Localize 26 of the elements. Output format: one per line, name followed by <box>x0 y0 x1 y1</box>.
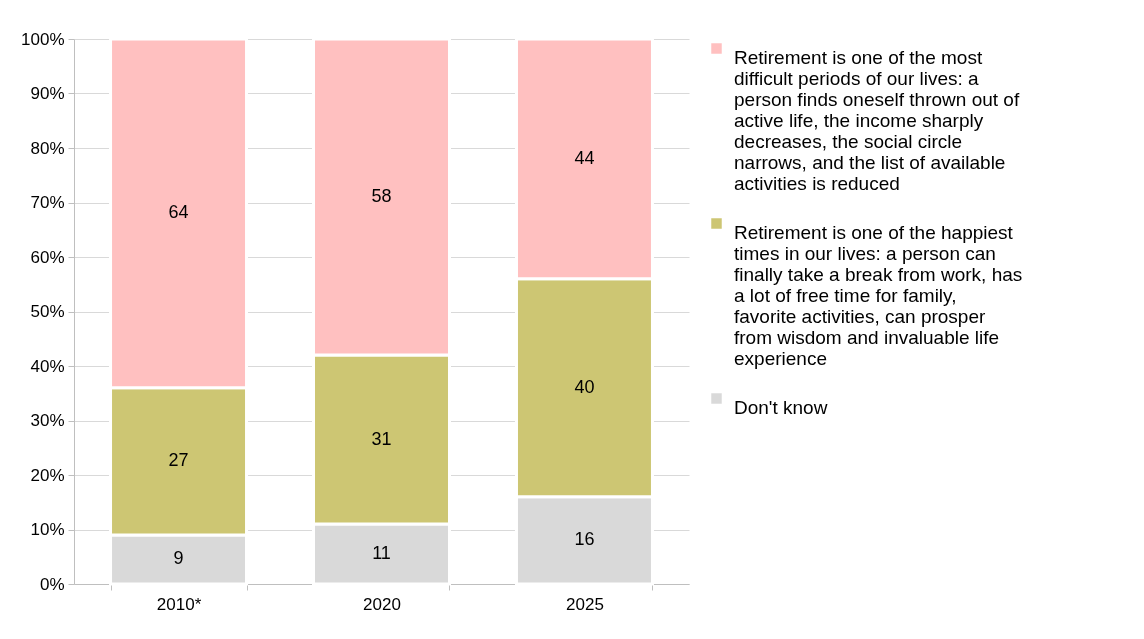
legend-label: Don't know <box>734 396 828 418</box>
y-tick-label: 10% <box>30 520 65 539</box>
y-tick-label: 50% <box>30 302 65 321</box>
y-tick-label: 40% <box>30 356 65 376</box>
data-label: 44 <box>574 147 595 168</box>
data-label: 27 <box>168 450 189 471</box>
y-tick-label: 80% <box>30 138 65 158</box>
data-label: 40 <box>574 376 595 397</box>
y-tick-label: 30% <box>30 411 65 430</box>
y-tick-label: 70% <box>30 193 65 212</box>
x-tick-label: 2010* <box>156 594 202 614</box>
y-tick-label: 20% <box>30 465 65 485</box>
data-label: 16 <box>574 529 595 550</box>
y-tick-label: 100% <box>21 29 65 49</box>
data-label: 64 <box>168 202 189 223</box>
x-tick-label: 2025 <box>566 594 604 614</box>
legend-label: Retirement is one of the most difficult periods of our lives: a person finds oneself thrown out of active life, the income sharply decreases, the social circle narrows, and the list of available activities is reduced <box>734 46 1020 194</box>
x-tick-label: 2020 <box>363 594 401 614</box>
data-label: 31 <box>371 428 392 449</box>
data-label: 9 <box>173 548 184 569</box>
y-tick-label: 0% <box>39 574 65 594</box>
y-tick-label: 60% <box>30 247 65 267</box>
y-tick-label: 90% <box>30 84 65 103</box>
data-label: 58 <box>371 186 392 207</box>
data-label: 11 <box>372 543 391 564</box>
legend-label: Retirement is one of the happiest times in our lives: a person can finally take a break from work, has a lot of free time for family, favorite activities, can prosper from wisdom and invaluable life experience <box>734 221 1023 369</box>
